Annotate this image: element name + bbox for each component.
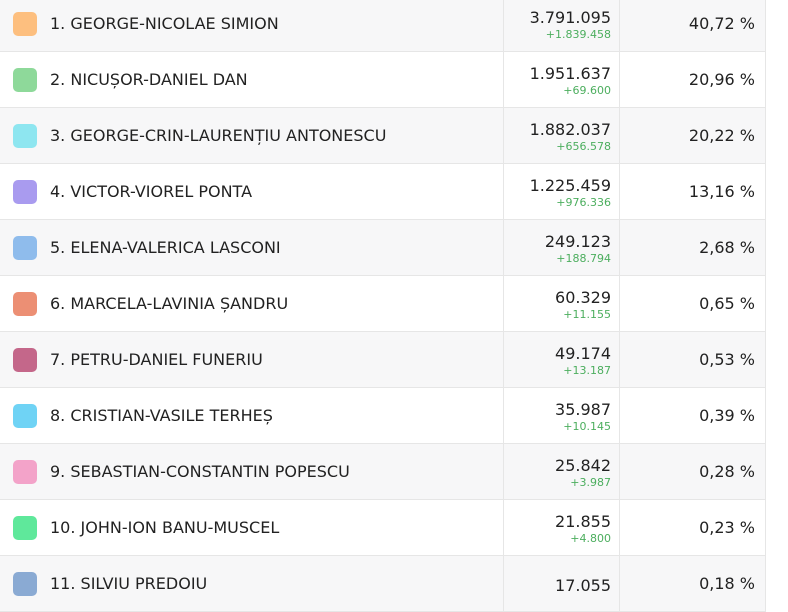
votes-cell: 21.855 +4.800 [503,500,620,556]
vote-change: +13.187 [563,364,611,377]
candidate-row: 10. JOHN-ION BANU-MUSCEL 21.855 +4.800 0,23… [0,500,765,556]
candidate-row: 5. ELENA-VALERICA LASCONI 249.123 +188.794… [0,220,765,276]
candidate-name: 10. JOHN-ION BANU-MUSCEL [50,518,280,537]
votes-cell: 3.791.095 +1.839.458 [503,0,620,52]
candidate-row: 8. CRISTIAN-VASILE TERHEȘ 35.987 +10.145 0,… [0,388,765,444]
vote-percent: 0,23 % [699,518,755,537]
vote-change: +69.600 [563,84,611,97]
candidate-name: 6. MARCELA-LAVINIA ȘANDRU [50,294,289,313]
color-swatch [13,124,37,148]
candidate-row: 4. VICTOR-VIOREL PONTA 1.225.459 +976.336 1… [0,164,765,220]
vote-change: +3.987 [570,476,611,489]
color-swatch [13,68,37,92]
color-swatch [13,292,37,316]
candidate-name: 9. SEBASTIAN-CONSTANTIN POPESCU [50,462,350,481]
color-swatch [13,460,37,484]
votes-cell: 1.225.459 +976.336 [503,164,620,220]
vote-count: 21.855 [555,512,611,531]
vote-percent: 13,16 % [688,182,755,201]
candidate-row: 9. SEBASTIAN-CONSTANTIN POPESCU 25.842 +3.… [0,444,765,500]
vote-count: 17.055 [555,576,611,595]
candidate-row: 1. GEORGE-NICOLAE SIMION 3.791.095 +1.839.… [0,0,765,52]
candidate-row: 6. MARCELA-LAVINIA ȘANDRU 60.329 +11.155 0,… [0,276,765,332]
candidate-name: 1. GEORGE-NICOLAE SIMION [50,14,279,33]
candidate-name: 3. GEORGE-CRIN-LAURENȚIU ANTONESCU [50,126,387,145]
vote-change: +10.145 [563,420,611,433]
vote-percent: 40,72 % [688,14,755,33]
candidate-name: 8. CRISTIAN-VASILE TERHEȘ [50,406,273,425]
color-swatch [13,12,37,36]
vote-count: 249.123 [544,232,611,251]
candidate-name: 4. VICTOR-VIOREL PONTA [50,182,253,201]
votes-cell: 17.055 [503,556,620,612]
vote-change: +4.800 [570,532,611,545]
vote-count: 60.329 [555,288,611,307]
candidate-name: 2. NICUȘOR-DANIEL DAN [50,70,248,89]
vote-percent: 20,22 % [688,126,755,145]
candidate-name: 5. ELENA-VALERICA LASCONI [50,238,281,257]
color-swatch [13,516,37,540]
candidate-name: 7. PETRU-DANIEL FUNERIU [50,350,263,369]
vote-change: +656.578 [556,140,611,153]
vote-percent: 20,96 % [688,70,755,89]
candidate-name: 11. SILVIU PREDOIU [50,574,208,593]
vote-change: +188.794 [556,252,611,265]
color-swatch [13,572,37,596]
vote-count: 1.951.637 [529,64,611,83]
votes-cell: 25.842 +3.987 [503,444,620,500]
vote-change: +976.336 [556,196,611,209]
vote-percent: 0,65 % [699,294,755,313]
color-swatch [13,236,37,260]
vote-percent: 2,68 % [699,238,755,257]
candidate-row: 11. SILVIU PREDOIU 17.055 0,18 % [0,556,765,612]
color-swatch [13,348,37,372]
votes-cell: 249.123 +188.794 [503,220,620,276]
vote-percent: 0,39 % [699,406,755,425]
vote-change: +11.155 [563,308,611,321]
votes-cell: 35.987 +10.145 [503,388,620,444]
votes-cell: 1.882.037 +656.578 [503,108,620,164]
votes-cell: 1.951.637 +69.600 [503,52,620,108]
candidate-row: 3. GEORGE-CRIN-LAURENȚIU ANTONESCU 1.882.… [0,108,765,164]
color-swatch [13,180,37,204]
vote-percent: 0,53 % [699,350,755,369]
votes-cell: 49.174 +13.187 [503,332,620,388]
vote-count: 1.225.459 [529,176,611,195]
votes-cell: 60.329 +11.155 [503,276,620,332]
vote-change: +1.839.458 [545,28,611,41]
vote-percent: 0,18 % [699,574,755,593]
candidate-row: 7. PETRU-DANIEL FUNERIU 49.174 +13.187 0,53… [0,332,765,388]
vote-count: 1.882.037 [529,120,611,139]
vote-count: 49.174 [555,344,611,363]
results-table: 1. GEORGE-NICOLAE SIMION 3.791.095 +1.839.… [0,0,766,612]
candidate-row: 2. NICUȘOR-DANIEL DAN 1.951.637 +69.600 20,… [0,52,765,108]
vote-count: 35.987 [555,400,611,419]
vote-count: 25.842 [555,456,611,475]
vote-count: 3.791.095 [529,8,611,27]
vote-percent: 0,28 % [699,462,755,481]
color-swatch [13,404,37,428]
